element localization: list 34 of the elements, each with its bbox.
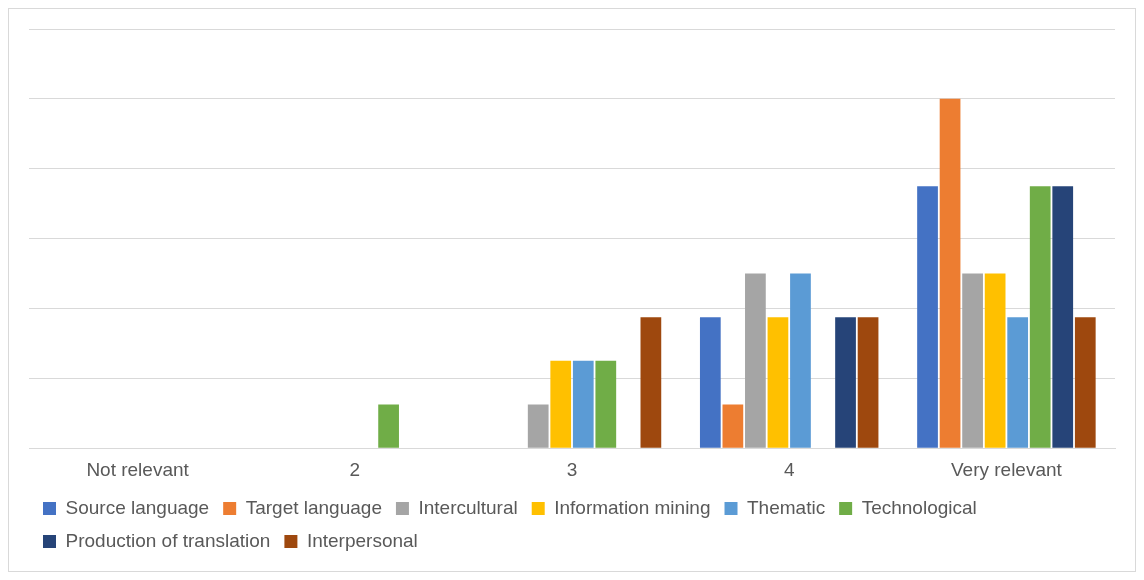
legend-label: Production of translation bbox=[65, 529, 271, 551]
bar bbox=[939, 98, 961, 448]
x-tick-label: Very relevant bbox=[950, 458, 1063, 480]
bar bbox=[640, 317, 662, 448]
x-tick-label: 3 bbox=[566, 458, 578, 480]
bar bbox=[572, 360, 594, 448]
bar bbox=[550, 360, 572, 448]
bar bbox=[722, 404, 744, 448]
bar bbox=[984, 273, 1006, 448]
legend-label: Intercultural bbox=[418, 496, 518, 518]
bar bbox=[378, 404, 399, 448]
legend-label: Thematic bbox=[747, 496, 826, 518]
bar bbox=[1029, 186, 1051, 448]
bar bbox=[595, 360, 617, 448]
x-tick-label: Not relevant bbox=[86, 458, 190, 480]
bar bbox=[527, 404, 549, 448]
bar bbox=[699, 317, 721, 448]
bar bbox=[857, 317, 879, 448]
legend-label: Target language bbox=[245, 496, 382, 518]
x-tick-label: 2 bbox=[349, 458, 361, 480]
bar bbox=[1007, 317, 1029, 448]
bar bbox=[1074, 317, 1096, 448]
bar bbox=[917, 186, 938, 448]
bar bbox=[1052, 186, 1074, 448]
legend-label: Source language bbox=[65, 496, 210, 518]
legend-label: Information mining bbox=[554, 496, 711, 518]
bar bbox=[962, 273, 983, 448]
bar bbox=[835, 317, 856, 448]
legend-label: Technological bbox=[861, 496, 977, 518]
bar bbox=[767, 317, 789, 448]
legend-label: Interpersonal bbox=[306, 529, 418, 551]
x-tick-label: 4 bbox=[783, 458, 795, 480]
bar bbox=[745, 273, 766, 448]
bar bbox=[790, 273, 811, 448]
